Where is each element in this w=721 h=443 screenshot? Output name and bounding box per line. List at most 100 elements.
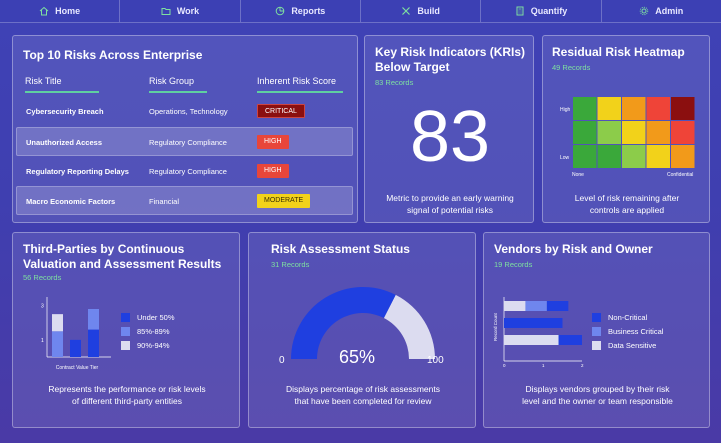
heatmap-cell[interactable] bbox=[622, 145, 646, 168]
tools-icon bbox=[402, 7, 411, 15]
legend-item[interactable]: 90%-94% bbox=[121, 341, 170, 350]
gauge-completed-arc bbox=[291, 287, 396, 359]
heatmap-cell[interactable] bbox=[622, 97, 646, 120]
bar-segment[interactable] bbox=[504, 301, 526, 311]
x-tick-label: 0 bbox=[503, 363, 506, 368]
third-parties-records: 56 Records bbox=[23, 273, 62, 282]
assessment-gauge: 0 100 65% bbox=[279, 287, 444, 367]
y-tick-label: 1 bbox=[41, 338, 44, 344]
calculator-icon bbox=[516, 6, 524, 16]
legend-label: Non-Critical bbox=[608, 313, 648, 322]
bar-segment[interactable] bbox=[504, 335, 559, 345]
nav-build-label: Build bbox=[417, 6, 440, 16]
legend-swatch bbox=[592, 341, 601, 350]
legend-item[interactable]: Data Sensitive bbox=[592, 341, 656, 350]
gear-icon bbox=[640, 6, 649, 16]
heatmap-title: Residual Risk Heatmap bbox=[552, 45, 685, 59]
heatmap-cell[interactable] bbox=[573, 97, 597, 120]
risk-score-badge: HIGH bbox=[257, 135, 289, 149]
heatmap-x-none: None bbox=[572, 172, 584, 178]
assessment-desc-line2: that have been completed for review bbox=[294, 396, 432, 406]
gauge-remaining-arc bbox=[383, 294, 435, 359]
heatmap-cell[interactable] bbox=[671, 97, 695, 120]
kri-desc-line2: signal of potential risks bbox=[407, 205, 493, 215]
third-parties-desc-line1: Represents the performance or risk level… bbox=[48, 384, 206, 394]
heatmap-cell[interactable] bbox=[622, 121, 646, 144]
pie-chart-icon bbox=[276, 6, 285, 16]
bar-segment[interactable] bbox=[558, 335, 582, 345]
bar-segment[interactable] bbox=[52, 331, 63, 357]
nav-home-label: Home bbox=[55, 6, 81, 16]
top-nav: Home Work Reports Build Quantify Admin bbox=[0, 0, 721, 23]
heatmap-y-high: High bbox=[560, 107, 571, 113]
heatmap-cell[interactable] bbox=[646, 97, 671, 120]
bar-segment[interactable] bbox=[88, 309, 99, 330]
table-row[interactable]: Cybersecurity Breach Operations, Technol… bbox=[16, 97, 353, 126]
heatmap-x-confidential: Confidential bbox=[667, 172, 693, 178]
gauge-percent-label: 65% bbox=[339, 347, 375, 367]
nav-quantify[interactable]: Quantify bbox=[481, 0, 602, 22]
nav-admin-label: Admin bbox=[655, 6, 684, 16]
heatmap-cell[interactable] bbox=[671, 121, 695, 144]
nav-admin[interactable]: Admin bbox=[602, 0, 721, 22]
kri-title-line2: Below Target bbox=[375, 60, 450, 74]
legend-item[interactable]: Under 50% bbox=[121, 313, 175, 322]
home-icon bbox=[39, 6, 49, 16]
kri-desc-line1: Metric to provide an early warning bbox=[386, 193, 514, 203]
heatmap-y-low: Low bbox=[560, 155, 570, 161]
bar-segment[interactable] bbox=[546, 301, 569, 311]
legend-label: 85%-89% bbox=[137, 327, 170, 336]
nav-work[interactable]: Work bbox=[120, 0, 241, 22]
nav-build[interactable]: Build bbox=[361, 0, 482, 22]
heatmap-cell[interactable] bbox=[597, 145, 622, 168]
header-inherent-score: Inherent Risk Score bbox=[257, 76, 337, 86]
third-parties-title-line1: Third-Parties by Continuous bbox=[23, 242, 185, 256]
heatmap-cell[interactable] bbox=[597, 97, 622, 120]
heatmap-cell[interactable] bbox=[646, 145, 671, 168]
assessment-records: 31 Records bbox=[271, 260, 310, 269]
kri-value: 83 bbox=[409, 97, 491, 177]
vendors-records: 19 Records bbox=[494, 260, 533, 269]
legend-item[interactable]: Non-Critical bbox=[592, 313, 647, 322]
nav-home[interactable]: Home bbox=[0, 0, 121, 22]
heatmap-description: Level of risk remaining after controls a… bbox=[543, 192, 711, 216]
legend-item[interactable]: 85%-89% bbox=[121, 327, 170, 336]
heatmap-cell[interactable] bbox=[671, 145, 695, 168]
kri-description: Metric to provide an early warning signa… bbox=[365, 192, 535, 216]
bar-segment[interactable] bbox=[70, 339, 81, 357]
heatmap-chart: High Low None Confidential bbox=[560, 97, 695, 178]
gauge-min-label: 0 bbox=[279, 355, 285, 366]
table-row[interactable]: Macro Economic Factors Financial MODERAT… bbox=[16, 186, 353, 215]
y-tick-label: 3 bbox=[41, 304, 44, 310]
heatmap-cell[interactable] bbox=[573, 121, 597, 144]
third-parties-chart: 1 3 Contract Value Tier bbox=[41, 297, 111, 371]
bar-segment[interactable] bbox=[52, 314, 63, 332]
heatmap-records: 49 Records bbox=[552, 63, 591, 72]
bar-segment[interactable] bbox=[504, 318, 563, 328]
nav-reports[interactable]: Reports bbox=[241, 0, 361, 22]
heatmap-cell[interactable] bbox=[597, 121, 622, 144]
heatmap-desc-line2: controls are applied bbox=[589, 205, 665, 215]
legend-item[interactable]: Business Critical bbox=[592, 327, 663, 336]
header-underline bbox=[149, 91, 207, 93]
bar-segment[interactable] bbox=[525, 301, 547, 311]
assessment-card: Risk Assessment Status 31 Records 0 100 … bbox=[248, 232, 476, 428]
table-row[interactable]: Regulatory Reporting Delays Regulatory C… bbox=[16, 157, 353, 186]
gauge-max-label: 100 bbox=[427, 355, 444, 366]
assessment-title: Risk Assessment Status bbox=[271, 242, 410, 256]
risk-group: Regulatory Compliance bbox=[149, 167, 227, 176]
kri-title: Key Risk Indicators (KRIs) Below Target bbox=[375, 45, 525, 75]
x-tick-label: 2 bbox=[581, 363, 584, 368]
bar-segment[interactable] bbox=[88, 329, 99, 357]
kri-title-line1: Key Risk Indicators (KRIs) bbox=[375, 45, 526, 59]
legend-swatch bbox=[121, 327, 130, 336]
heatmap-cell[interactable] bbox=[573, 145, 597, 168]
third-parties-card: Third-Parties by Continuous Valuation an… bbox=[12, 232, 240, 428]
risk-score-badge: MODERATE bbox=[257, 194, 311, 208]
risk-group: Regulatory Compliance bbox=[149, 138, 227, 147]
table-row[interactable]: Unauthorized Access Regulatory Complianc… bbox=[16, 127, 353, 156]
heatmap-cell[interactable] bbox=[646, 121, 671, 144]
top-risks-title: Top 10 Risks Across Enterprise bbox=[23, 48, 203, 62]
third-parties-desc-line2: of different third-party entities bbox=[72, 396, 182, 406]
risk-group: Operations, Technology bbox=[149, 107, 228, 116]
